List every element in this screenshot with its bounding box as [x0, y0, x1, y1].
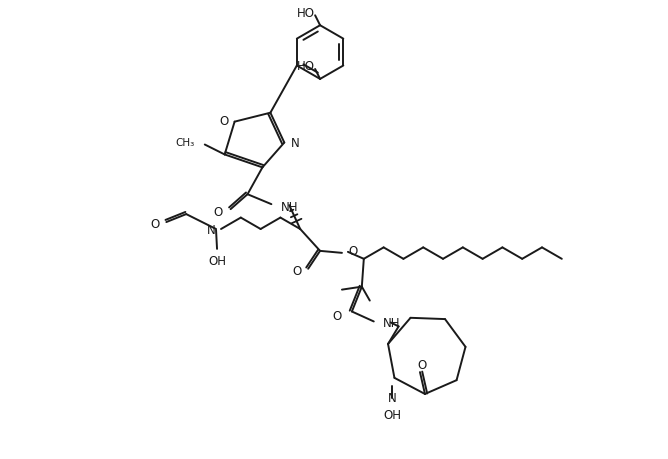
Text: O: O — [292, 265, 301, 278]
Text: O: O — [219, 115, 228, 128]
Text: CH₃: CH₃ — [176, 137, 195, 147]
Text: OH: OH — [208, 255, 226, 268]
Text: NH: NH — [281, 200, 299, 213]
Text: O: O — [150, 217, 160, 230]
Text: N: N — [207, 224, 216, 237]
Text: HO: HO — [297, 7, 315, 20]
Text: O: O — [214, 205, 222, 218]
Text: N: N — [388, 391, 397, 404]
Text: O: O — [418, 358, 427, 371]
Text: OH: OH — [383, 408, 401, 421]
Text: HO: HO — [297, 61, 315, 73]
Text: NH: NH — [383, 316, 400, 329]
Text: O: O — [348, 245, 357, 258]
Text: N: N — [291, 137, 300, 150]
Text: O: O — [333, 309, 342, 322]
